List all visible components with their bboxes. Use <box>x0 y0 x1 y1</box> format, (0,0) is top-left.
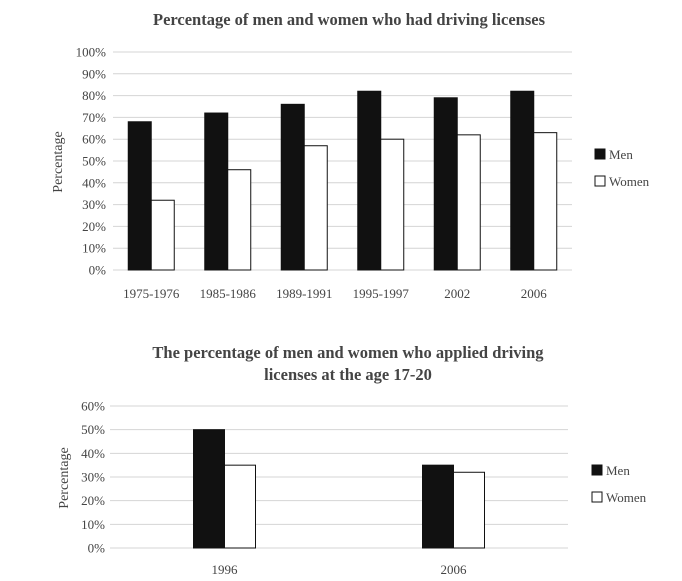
y-tick-label: 60% <box>82 132 106 147</box>
bar-men-1985-1986 <box>204 112 229 271</box>
x-category-label: 2006 <box>441 562 468 577</box>
bar-men-2006 <box>510 90 535 271</box>
bar-women-1995-1997 <box>380 138 405 271</box>
bar-women-2006 <box>533 132 558 271</box>
bar-women-1975-1976 <box>150 199 175 271</box>
y-tick-label: 60% <box>81 399 105 414</box>
y-tick-label: 0% <box>88 541 106 556</box>
y-tick-label: 30% <box>81 470 105 485</box>
y-tick-label: 0% <box>89 263 107 278</box>
legend-label-women: Women <box>606 490 647 505</box>
bar-men-1975-1976 <box>127 121 152 271</box>
bar-men-1989-1991 <box>280 103 305 271</box>
y-tick-label: 100% <box>76 45 107 60</box>
chart-applied-licenses: The percentage of men and women who appl… <box>57 343 647 577</box>
y-tick-label: 50% <box>82 154 106 169</box>
legend-label-men: Men <box>609 147 633 162</box>
chart-driving-licenses: Percentage of men and women who had driv… <box>51 10 650 301</box>
y-tick-label: 30% <box>82 197 106 212</box>
x-category-label: 2002 <box>444 286 470 301</box>
y-tick-label: 20% <box>81 493 105 508</box>
y-tick-label: 50% <box>81 422 105 437</box>
bar-women-1985-1986 <box>227 169 252 271</box>
bar-women-2006 <box>453 471 485 549</box>
y-tick-label: 10% <box>82 241 106 256</box>
chart-title-line-1: The percentage of men and women who appl… <box>152 343 544 362</box>
legend-swatch-men <box>591 464 603 476</box>
x-category-label: 1996 <box>212 562 239 577</box>
bar-men-1995-1997 <box>357 90 382 271</box>
bar-men-2006 <box>422 464 454 549</box>
bar-women-1996 <box>224 464 256 549</box>
legend-swatch-women <box>594 175 606 187</box>
x-category-label: 2006 <box>521 286 548 301</box>
y-axis-label: Percentage <box>57 447 72 508</box>
chart-title-line-2: licenses at the age 17-20 <box>264 365 432 384</box>
legend-swatch-women <box>591 491 603 503</box>
y-tick-label: 40% <box>82 175 106 190</box>
x-category-label: 1975-1976 <box>123 286 180 301</box>
chart-title: Percentage of men and women who had driv… <box>153 10 546 29</box>
bar-women-1989-1991 <box>303 145 328 271</box>
legend-swatch-men <box>594 148 606 160</box>
bar-women-2002 <box>456 134 481 271</box>
bar-men-1996 <box>193 429 225 549</box>
x-category-label: 1989-1991 <box>276 286 332 301</box>
x-category-label: 1985-1986 <box>200 286 257 301</box>
y-axis-label: Percentage <box>51 131 66 192</box>
y-tick-label: 70% <box>82 110 106 125</box>
y-tick-label: 80% <box>82 88 106 103</box>
legend-label-women: Women <box>609 174 650 189</box>
y-tick-label: 20% <box>82 219 106 234</box>
y-tick-label: 10% <box>81 517 105 532</box>
y-tick-label: 90% <box>82 66 106 81</box>
legend-label-men: Men <box>606 463 630 478</box>
y-tick-label: 40% <box>81 446 105 461</box>
bar-men-2002 <box>433 97 458 271</box>
x-category-label: 1995-1997 <box>353 286 410 301</box>
